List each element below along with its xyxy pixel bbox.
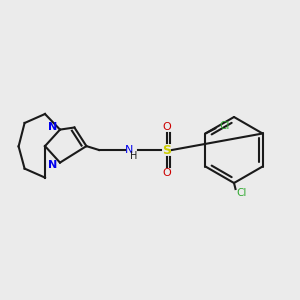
Text: O: O: [162, 167, 171, 178]
Text: H: H: [130, 151, 138, 161]
Text: O: O: [162, 122, 171, 133]
Text: Cl: Cl: [236, 188, 247, 198]
Text: N: N: [124, 145, 133, 155]
Text: S: S: [162, 143, 171, 157]
Text: Cl: Cl: [219, 121, 229, 131]
Text: N: N: [48, 122, 58, 132]
Text: N: N: [48, 160, 58, 170]
